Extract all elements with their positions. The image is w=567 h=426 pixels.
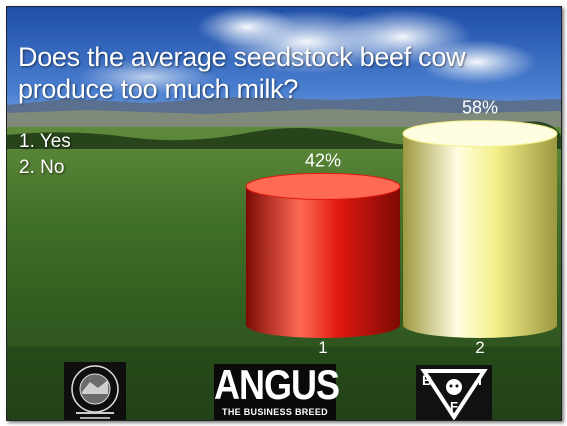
bar-1 — [246, 186, 400, 338]
angus-wordmark: ANGUS — [214, 360, 340, 408]
bif-letter-b: B — [422, 372, 432, 388]
category-label-2: 2 — [475, 338, 484, 357]
bar-top-2 — [402, 120, 558, 148]
bif-letter-f: F — [450, 399, 458, 414]
slide: Does the average seedstock beef cow prod… — [6, 6, 562, 421]
bar-2 — [403, 133, 557, 338]
title-line-1: Does the average seedstock beef cow — [18, 42, 466, 72]
bif-logo: B I F — [416, 365, 492, 420]
option-yes: 1. Yes — [19, 131, 71, 152]
category-label-1: 1 — [318, 338, 327, 357]
poll-chart: 42% 1 58% 2 — [245, 98, 558, 357]
option-no: 2. No — [19, 157, 65, 178]
title-line-2: produce too much milk? — [18, 74, 299, 104]
answer-options: 1. Yes 2. No — [19, 129, 71, 181]
bif-letter-i: I — [478, 372, 482, 388]
slide-title: Does the average seedstock beef cow prod… — [18, 41, 548, 105]
angus-tagline: THE BUSINESS BREED — [222, 407, 328, 417]
bar-top-1 — [245, 172, 401, 200]
federation-seal-logo — [64, 362, 126, 420]
angus-logo: ANGUS THE BUSINESS BREED — [214, 360, 340, 420]
data-label-2: 58% — [462, 98, 498, 118]
data-label-1: 42% — [305, 150, 341, 170]
